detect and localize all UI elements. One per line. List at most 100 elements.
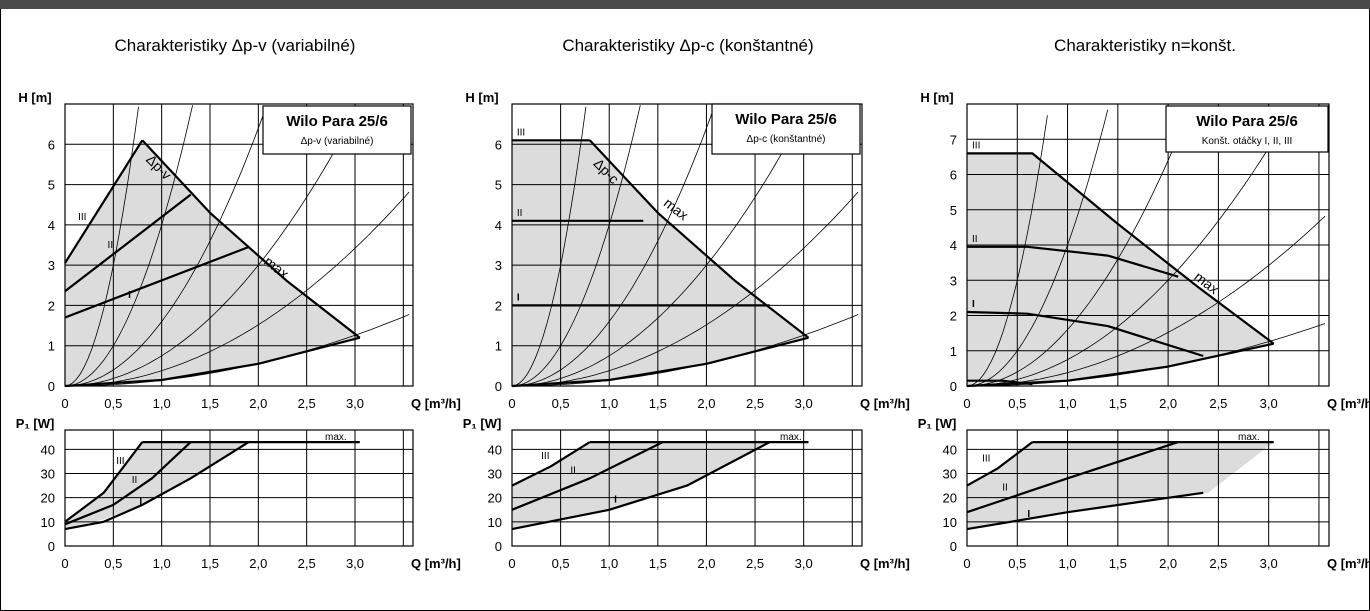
bottom-y-tick: 40 — [488, 442, 502, 457]
system-curve-2-3 — [511, 106, 715, 387]
system-curve-2-2 — [511, 105, 641, 387]
x-tick: 2,0 — [697, 556, 715, 571]
x-tick: 1,0 — [600, 396, 618, 411]
curve-label-III: III — [982, 453, 990, 464]
top-y-tick: 6 — [48, 137, 55, 152]
bottom-series-3-I — [966, 491, 1204, 531]
top-y-tick: 7 — [950, 132, 957, 147]
x-tick: 1,5 — [1109, 396, 1127, 411]
top-series-2-line4 — [511, 336, 809, 388]
top-y-tick: 5 — [950, 203, 957, 218]
curve-label-I: I — [139, 497, 142, 508]
x-tick: 2,5 — [746, 556, 764, 571]
curve-label-III: III — [78, 212, 86, 223]
system-curve-3-1 — [966, 115, 1048, 387]
bottom-y-tick: 30 — [41, 467, 55, 482]
curve-label-II: II — [517, 208, 523, 219]
top-y-tick: 1 — [950, 344, 957, 359]
max-label: max. — [325, 432, 347, 443]
system-curve-2-1 — [511, 106, 587, 387]
max-label: max. — [1238, 432, 1260, 443]
chart-title-1: Charakteristiky Δp-v (variabilné) — [114, 36, 356, 55]
x-tick: 0 — [61, 396, 68, 411]
top-bar — [0, 0, 1370, 9]
top-y-axis-label: H [m] — [465, 90, 498, 105]
top-y-tick: 0 — [495, 379, 502, 394]
x-tick: 2,5 — [1209, 396, 1227, 411]
top-y-tick: 1 — [495, 339, 502, 354]
x-tick: 3,0 — [346, 556, 364, 571]
top-y-tick: 2 — [950, 309, 957, 324]
top-plot-frame-2 — [511, 103, 863, 387]
system-curve-1-2 — [64, 105, 193, 387]
system-curve-3-5 — [967, 215, 1326, 387]
x-tick: 0,5 — [1008, 396, 1026, 411]
bottom-y-tick: 0 — [48, 539, 55, 554]
curve-label-II: II — [972, 234, 978, 245]
pump-info-box — [1165, 105, 1329, 153]
pump-info-box — [262, 105, 412, 155]
top-y-tick: 6 — [495, 137, 502, 152]
top-series-1-I — [64, 245, 250, 319]
top-series-1-III — [64, 139, 144, 264]
x-tick: 2,0 — [1159, 556, 1177, 571]
top-y-tick: 3 — [495, 258, 502, 273]
curve-label-III: III — [517, 127, 525, 138]
top-y-tick: 0 — [48, 379, 55, 394]
x-axis-label: Q [m³/h] — [1327, 556, 1370, 571]
chart-title-2: Charakteristiky Δp-c (konštantné) — [562, 36, 814, 55]
top-series-1-line4 — [64, 336, 361, 388]
top-y-tick: 4 — [495, 218, 502, 233]
x-tick: 3,0 — [346, 396, 364, 411]
bottom-y-tick: 40 — [943, 442, 957, 457]
x-tick: 2,5 — [746, 396, 764, 411]
system-curve-1-3 — [64, 106, 267, 387]
curve-label-II: II — [1002, 482, 1008, 493]
x-tick: 0 — [963, 396, 970, 411]
bottom-operating-area-1 — [65, 442, 249, 530]
x-tick: 2,5 — [1209, 556, 1227, 571]
x-axis-label: Q [m³/h] — [411, 396, 461, 411]
x-tick: 3,0 — [1260, 396, 1278, 411]
top-series-1-max — [141, 139, 361, 339]
curve-label-I: I — [1027, 509, 1030, 520]
pump-model-label: Wilo Para 25/6 — [735, 111, 837, 128]
bottom-plot-frame-3 — [966, 429, 1330, 547]
system-curve-1-4 — [65, 106, 360, 387]
x-tick: 1,5 — [1109, 556, 1127, 571]
top-operating-area-3 — [967, 153, 1274, 386]
bottom-y-axis-label: P₁ [W] — [918, 416, 957, 431]
top-y-tick: 3 — [48, 258, 55, 273]
x-tick: 0 — [963, 556, 970, 571]
bottom-plot-frame-2 — [511, 429, 863, 547]
top-series-1-II — [64, 193, 192, 293]
system-curve-3-4 — [967, 108, 1294, 387]
x-tick: 2,5 — [298, 396, 316, 411]
curve-label-II: II — [132, 475, 138, 486]
top-y-tick: 2 — [495, 298, 502, 313]
top-operating-area-2 — [512, 140, 809, 386]
top-plot-frame-1 — [64, 103, 414, 387]
bottom-y-tick: 0 — [950, 539, 957, 554]
bottom-y-tick: 0 — [495, 539, 502, 554]
bottom-y-axis-label: P₁ [W] — [16, 416, 55, 431]
top-y-tick: 2 — [48, 298, 55, 313]
x-tick: 1,5 — [201, 396, 219, 411]
bottom-series-2-I — [511, 441, 771, 531]
x-tick: 2,0 — [697, 396, 715, 411]
pump-mode-label: Δp-c (konštantné) — [747, 134, 826, 145]
system-curve-1-1 — [64, 106, 139, 387]
system-curve-2-4 — [512, 106, 808, 387]
top-series-3-I — [966, 310, 1204, 358]
bottom-y-tick: 10 — [41, 515, 55, 530]
curve-label-III: III — [116, 456, 124, 467]
bottom-series-1-II — [64, 441, 192, 526]
bottom-operating-area-2 — [512, 442, 770, 530]
x-tick: 0,5 — [104, 556, 122, 571]
pump-info-box — [711, 103, 861, 155]
x-tick: 0,5 — [552, 396, 570, 411]
top-y-tick: 4 — [48, 218, 55, 233]
curve-label-I: I — [517, 292, 520, 303]
bottom-y-tick: 20 — [41, 491, 55, 506]
